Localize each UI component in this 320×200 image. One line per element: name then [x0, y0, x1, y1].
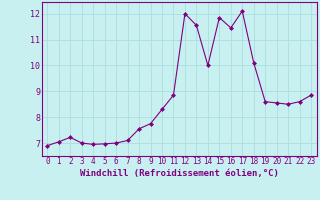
- X-axis label: Windchill (Refroidissement éolien,°C): Windchill (Refroidissement éolien,°C): [80, 169, 279, 178]
